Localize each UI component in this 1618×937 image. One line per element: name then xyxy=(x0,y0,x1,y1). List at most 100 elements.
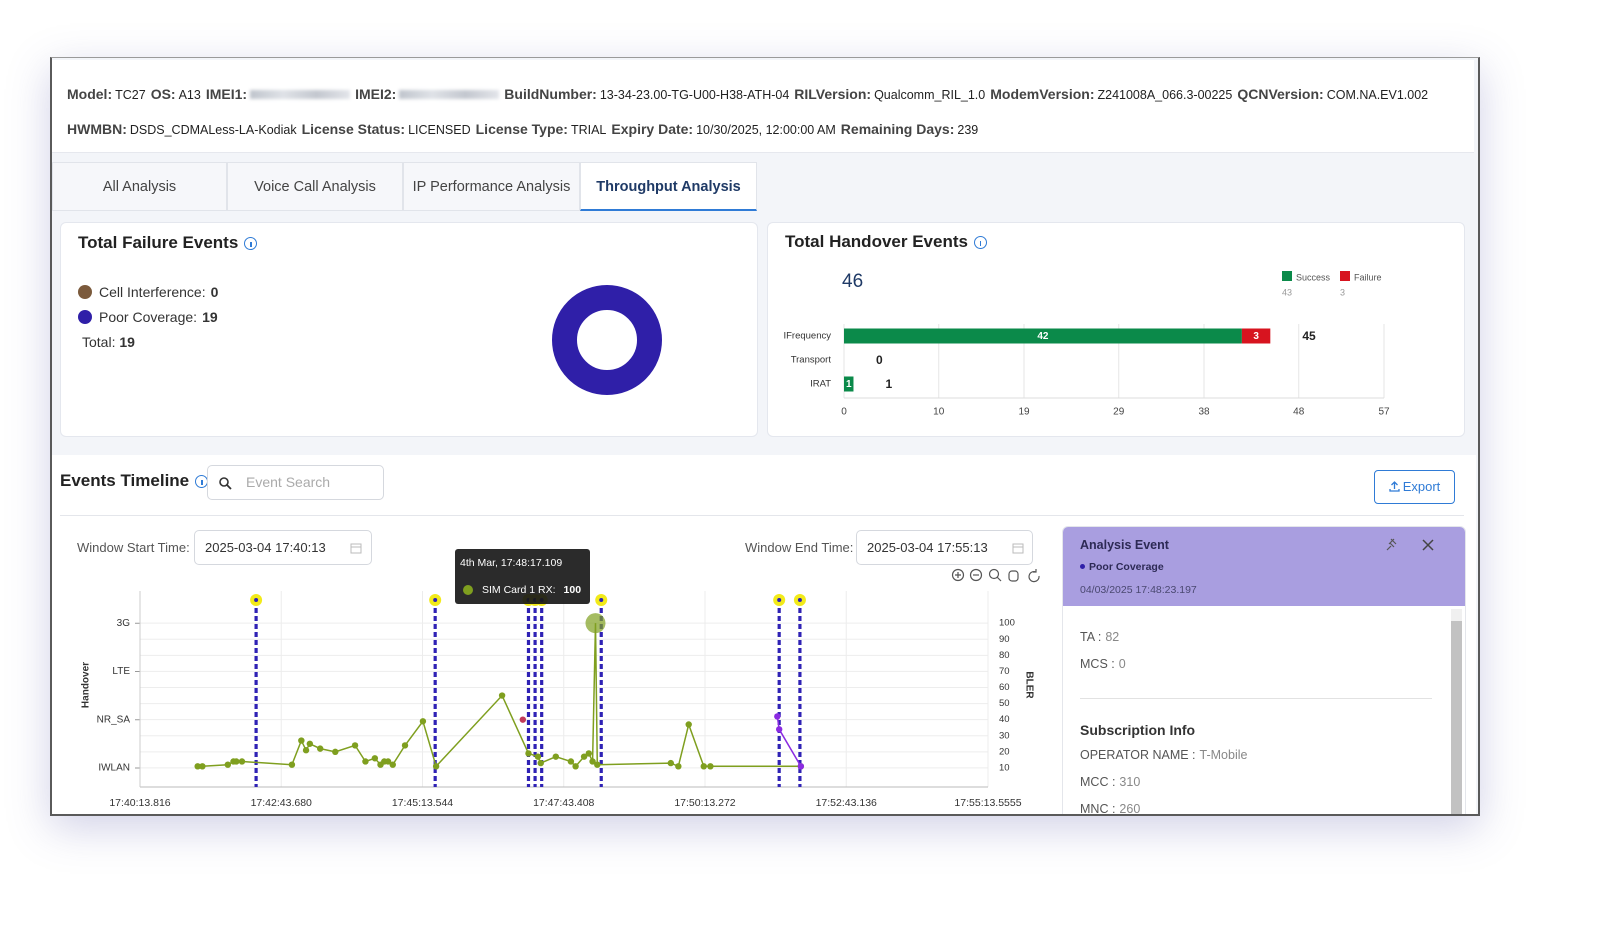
series-point xyxy=(525,750,532,757)
field-value: COM.NA.EV1.002 xyxy=(1326,88,1429,102)
event-marker-core xyxy=(599,598,604,602)
export-icon xyxy=(1389,481,1400,492)
bar-total: 45 xyxy=(1302,329,1316,343)
event-marker-core xyxy=(254,598,259,602)
tab[interactable]: All Analysis xyxy=(52,162,227,211)
series-point xyxy=(585,750,593,757)
field-value: DSDS_CDMALess-LA-Kodiak xyxy=(129,123,297,137)
tab[interactable]: IP Performance Analysis xyxy=(403,162,580,211)
series-point xyxy=(351,742,359,749)
failure-total: Total: 19 xyxy=(82,334,135,350)
field-label: Model: xyxy=(67,86,113,102)
event-search[interactable]: Event Search xyxy=(207,465,384,500)
x-tick-label: 17:40:13.816 xyxy=(109,797,170,809)
y2-tick-label: 20 xyxy=(999,746,1010,757)
legend-value: 0 xyxy=(210,284,219,300)
field-value: 13-34-23.00-TG-U00-H38-ATH-04 xyxy=(599,88,790,102)
info-icon[interactable] xyxy=(244,237,258,251)
window-start-label: Window Start Time: xyxy=(77,540,190,555)
scrollbar[interactable] xyxy=(1451,609,1462,814)
x-tick-label: 57 xyxy=(1378,407,1390,418)
x-tick-label: 17:50:13.272 xyxy=(674,797,735,809)
chart-toolbar xyxy=(951,568,1040,583)
analysis-header xyxy=(1063,527,1465,606)
tooltip-title: 4th Mar, 17:48:17.109 xyxy=(460,557,563,569)
handover-title: Total Handover Events xyxy=(785,232,968,251)
donut-segment xyxy=(552,285,662,395)
calendar-icon xyxy=(1012,543,1024,554)
device-info-row: HWMBN: DSDS_CDMALess-LA-Kodiak License Sta… xyxy=(67,121,983,137)
x-tick-label: 0 xyxy=(841,407,847,418)
redacted-value xyxy=(399,90,500,99)
bar-segment xyxy=(1241,328,1271,344)
series-point xyxy=(401,742,409,749)
field-row: TA :82 xyxy=(1080,628,1119,646)
zoom-in[interactable] xyxy=(951,568,965,582)
divider xyxy=(60,515,1464,516)
series-point xyxy=(775,726,783,733)
device-info xyxy=(52,60,1474,153)
field-value: TRIAL xyxy=(570,123,607,137)
pan[interactable] xyxy=(1008,570,1019,582)
series-point xyxy=(797,763,805,770)
field-label: QCNVersion: xyxy=(1237,86,1324,102)
category-label: IFrequency xyxy=(783,331,831,342)
tooltip: 4th Mar, 17:48:17.109 SIM Card 1 RX: 100 xyxy=(455,549,590,604)
window-start-input[interactable]: 2025-03-04 17:40:13 xyxy=(194,530,372,565)
field-label: OS: xyxy=(150,86,176,102)
legend-swatch xyxy=(1282,271,1292,281)
series-point xyxy=(685,721,692,728)
series-point xyxy=(316,745,324,752)
legend-count: 43 xyxy=(1282,287,1292,297)
series-point xyxy=(519,716,527,723)
series-point xyxy=(567,758,575,765)
field-label: MNC : xyxy=(1080,802,1116,816)
field-value: 10/30/2025, 12:00:00 AM xyxy=(696,123,836,137)
close-icon[interactable] xyxy=(1422,539,1434,551)
y2-axis-title: BLER xyxy=(1023,671,1034,699)
x-tick-label: 29 xyxy=(1113,407,1125,418)
window-end-value: 2025-03-04 17:55:13 xyxy=(867,540,988,555)
bar-segment xyxy=(844,376,854,392)
series-point xyxy=(432,763,440,770)
series-point xyxy=(537,759,544,767)
legend-count: 3 xyxy=(1340,287,1345,297)
tab[interactable]: Throughput Analysis xyxy=(580,162,757,211)
legend-item: Poor Coverage: 19 xyxy=(78,309,218,325)
highlighted-point xyxy=(585,613,606,634)
tab[interactable]: Voice Call Analysis xyxy=(227,162,403,211)
failure-title: Total Failure Events xyxy=(78,233,239,252)
series-point xyxy=(700,763,707,770)
zoom-out[interactable] xyxy=(969,568,983,582)
zoom[interactable] xyxy=(988,568,1000,580)
event-marker-core xyxy=(433,598,438,602)
legend-value: 19 xyxy=(202,309,218,325)
series-point xyxy=(389,761,396,768)
failure-title-row: Total Failure Events xyxy=(78,233,258,253)
analysis-title: Analysis Event xyxy=(1080,538,1169,552)
info-icon[interactable] xyxy=(973,236,987,250)
series-point xyxy=(384,758,392,765)
bar-label: 3 xyxy=(1253,331,1259,342)
legend-label: Success xyxy=(1296,272,1331,282)
pin-icon[interactable] xyxy=(1386,538,1397,551)
field-value: Z241008A_066.3-00225 xyxy=(1097,88,1233,102)
window-end-input[interactable]: 2025-03-04 17:55:13 xyxy=(856,530,1033,565)
stage: Model: TC27 OS: A13 IMEI1: IMEI2: BuildNumber:… xyxy=(52,58,1478,816)
series-point xyxy=(675,763,682,770)
export-button[interactable]: Export xyxy=(1374,470,1455,504)
series-point xyxy=(534,753,542,760)
field-value: TC27 xyxy=(115,88,146,102)
field-value: A13 xyxy=(178,88,201,102)
window-end-label: Window End Time: xyxy=(745,540,854,555)
x-tick-label: 48 xyxy=(1293,407,1305,418)
series-point xyxy=(371,755,379,762)
event-marker-core xyxy=(777,598,782,602)
y2-tick-label: 10 xyxy=(999,762,1010,773)
reset[interactable] xyxy=(1028,569,1040,583)
legend-item: Cell Interference: 0 xyxy=(78,284,218,300)
field-row: OPERATOR NAME : T-Mobile xyxy=(1080,746,1247,764)
app-window: Model: TC27 OS: A13 IMEI1: IMEI2: BuildNumber:… xyxy=(50,57,1480,816)
field-label: License Status: xyxy=(301,121,406,137)
